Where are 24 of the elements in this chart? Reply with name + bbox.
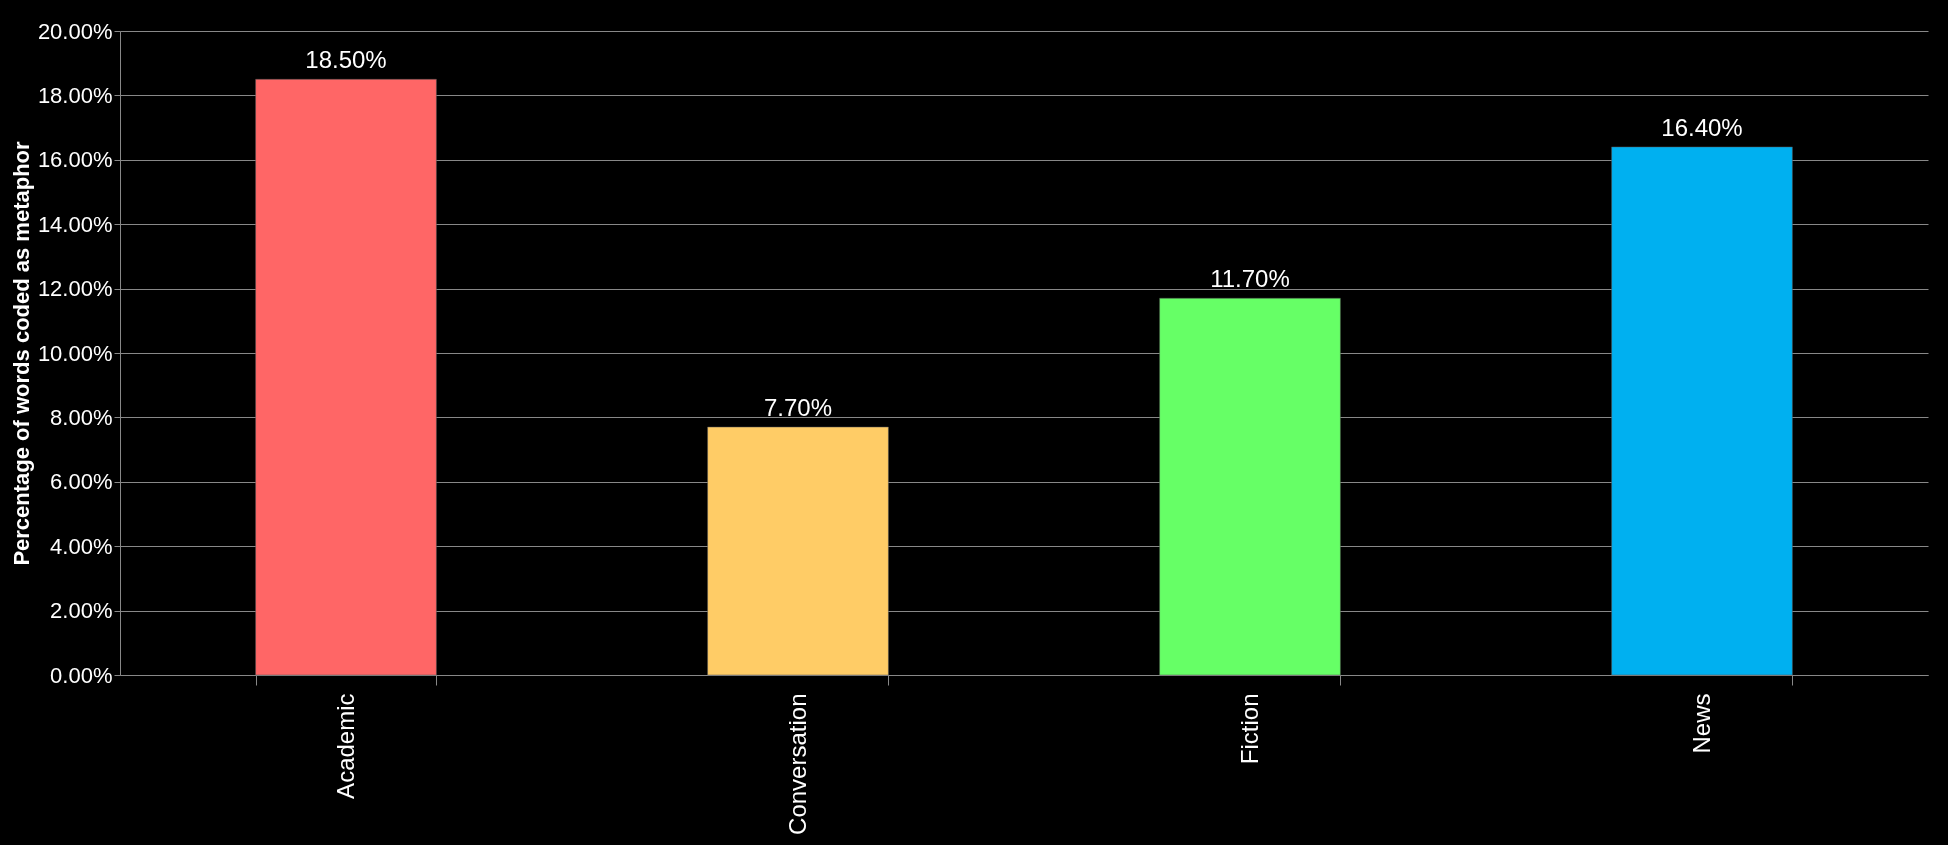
- x-tick-label: Fiction: [1235, 693, 1263, 765]
- x-tick-label: Conversation: [783, 693, 811, 835]
- y-tick-label: 4.00%: [50, 533, 113, 559]
- data-label: 11.70%: [1210, 265, 1290, 293]
- y-tick-label: 12.00%: [37, 276, 113, 302]
- y-tick-label: 10.00%: [37, 340, 113, 366]
- data-label: 18.50%: [305, 46, 387, 74]
- y-tick-label: 2.00%: [50, 598, 113, 624]
- bar: [1611, 146, 1793, 676]
- y-axis-title: Percentage of words coded as metaphor: [8, 140, 34, 566]
- y-tick-label: 18.00%: [37, 82, 113, 108]
- x-tick-label: Academic: [331, 693, 359, 799]
- y-tick-label: 6.00%: [50, 469, 113, 495]
- y-tick-label: 8.00%: [50, 404, 113, 430]
- data-label: 16.40%: [1661, 113, 1743, 141]
- bar: [255, 79, 437, 676]
- y-tick-label: 0.00%: [50, 662, 113, 688]
- y-tick-label: 14.00%: [37, 211, 113, 237]
- bar: [707, 426, 889, 676]
- data-label: 7.70%: [763, 394, 833, 422]
- x-tick-label: News: [1687, 693, 1715, 754]
- y-tick-label: 16.00%: [37, 147, 113, 173]
- y-tick-label: 20.00%: [37, 18, 113, 44]
- bar: [1159, 298, 1341, 676]
